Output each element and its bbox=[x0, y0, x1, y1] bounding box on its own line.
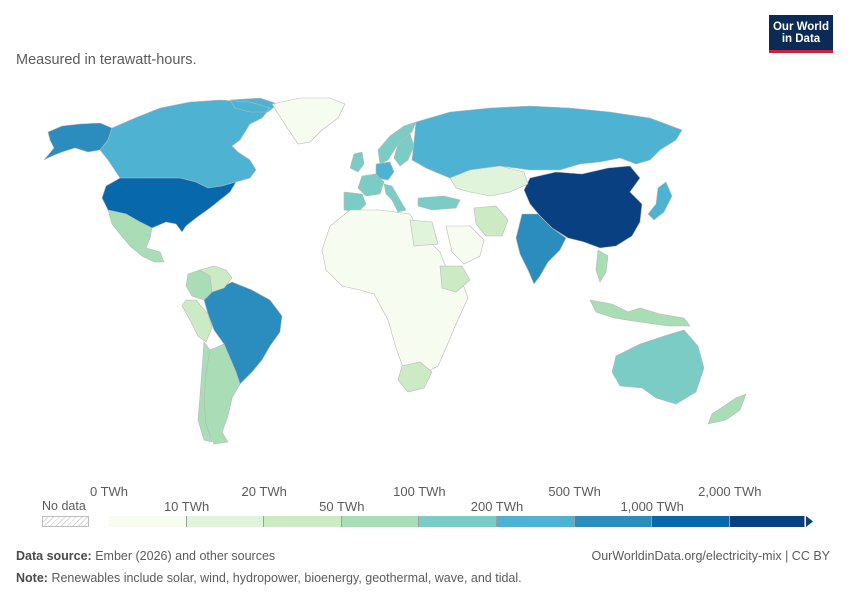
country-italy[interactable] bbox=[383, 183, 407, 213]
note-label: Note: bbox=[16, 571, 48, 585]
note-text: Renewables include solar, wind, hydropow… bbox=[51, 571, 522, 585]
country-peru[interactable] bbox=[181, 299, 213, 343]
legend-tick-label: 100 TWh bbox=[393, 484, 446, 499]
country-ethiopia[interactable] bbox=[439, 265, 471, 293]
country-egypt[interactable] bbox=[409, 219, 439, 247]
color-legend: No data 0 TWh 20 TWh 100 TWh 500 TWh 2,000 T… bbox=[0, 476, 850, 536]
legend-tick-label: 200 TWh bbox=[470, 499, 524, 514]
country-vietnam[interactable] bbox=[595, 249, 609, 283]
legend-tick-label: 0 TWh bbox=[89, 484, 129, 499]
country-greenland[interactable] bbox=[271, 97, 346, 145]
country-spain[interactable] bbox=[343, 191, 367, 213]
world-map[interactable] bbox=[0, 90, 850, 470]
country-norway[interactable] bbox=[377, 121, 417, 165]
country-japan[interactable] bbox=[647, 181, 673, 221]
country-turkey[interactable] bbox=[417, 195, 461, 211]
country-canada[interactable] bbox=[99, 97, 279, 189]
logo-line-1: Our World bbox=[772, 21, 829, 33]
country-indonesia[interactable] bbox=[589, 299, 691, 327]
country-kazakhstan[interactable] bbox=[449, 165, 529, 197]
legend-bin[interactable] bbox=[419, 516, 497, 527]
country-brazil[interactable] bbox=[203, 281, 283, 385]
data-source-text[interactable]: Ember (2026) and other sources bbox=[95, 549, 276, 563]
legend-bin[interactable] bbox=[574, 516, 653, 527]
legend-bin[interactable] bbox=[341, 516, 420, 527]
data-source: Data source: Ember (2026) and other sour… bbox=[16, 549, 275, 563]
legend-tick-label: 20 TWh bbox=[241, 484, 287, 499]
chart-subtitle: Measured in terawatt-hours. bbox=[16, 52, 197, 68]
country-india[interactable] bbox=[515, 213, 567, 285]
country-chile[interactable] bbox=[197, 341, 213, 443]
legend-arrow bbox=[806, 516, 813, 527]
country-alaska[interactable] bbox=[43, 122, 113, 161]
legend-bin[interactable] bbox=[729, 516, 805, 527]
country-mexico[interactable] bbox=[107, 209, 165, 263]
country-france[interactable] bbox=[357, 173, 385, 197]
country-iran[interactable] bbox=[473, 205, 509, 237]
country-australia[interactable] bbox=[611, 329, 705, 405]
country-united-kingdom[interactable] bbox=[349, 151, 365, 173]
legend-tick-label: 50 TWh bbox=[319, 499, 365, 514]
no-data-swatch bbox=[42, 516, 89, 527]
no-data-label: No data bbox=[42, 499, 86, 513]
data-source-label: Data source: bbox=[16, 549, 92, 563]
chart-note: Note: Renewables include solar, wind, hy… bbox=[16, 571, 522, 585]
legend-bin[interactable] bbox=[652, 516, 730, 527]
legend-bin[interactable] bbox=[497, 516, 575, 527]
country-africa-most-countries[interactable] bbox=[321, 209, 469, 377]
legend-tick-label: 500 TWh bbox=[548, 484, 601, 499]
legend-tick-label: 10 TWh bbox=[163, 499, 210, 514]
source-url[interactable]: OurWorldinData.org/electricity-mix | CC … bbox=[591, 549, 831, 563]
country-venezuela[interactable] bbox=[199, 265, 233, 293]
country-sweden[interactable] bbox=[393, 133, 415, 167]
legend-tick-label: 2,000 TWh bbox=[698, 484, 762, 499]
map-countries bbox=[43, 97, 747, 445]
country-south-africa[interactable] bbox=[397, 361, 433, 393]
country-saudi-arabia[interactable] bbox=[445, 225, 485, 265]
legend-bin[interactable] bbox=[186, 516, 265, 527]
country-russia[interactable] bbox=[411, 105, 683, 179]
legend-bin[interactable] bbox=[109, 516, 187, 527]
logo-line-2: in Data bbox=[781, 33, 821, 45]
country-new-zealand[interactable] bbox=[707, 393, 747, 425]
owid-logo[interactable]: Our World in Data bbox=[769, 15, 833, 53]
legend-bin[interactable] bbox=[264, 516, 342, 527]
legend-tick-label: 1,000 TWh bbox=[620, 499, 684, 514]
